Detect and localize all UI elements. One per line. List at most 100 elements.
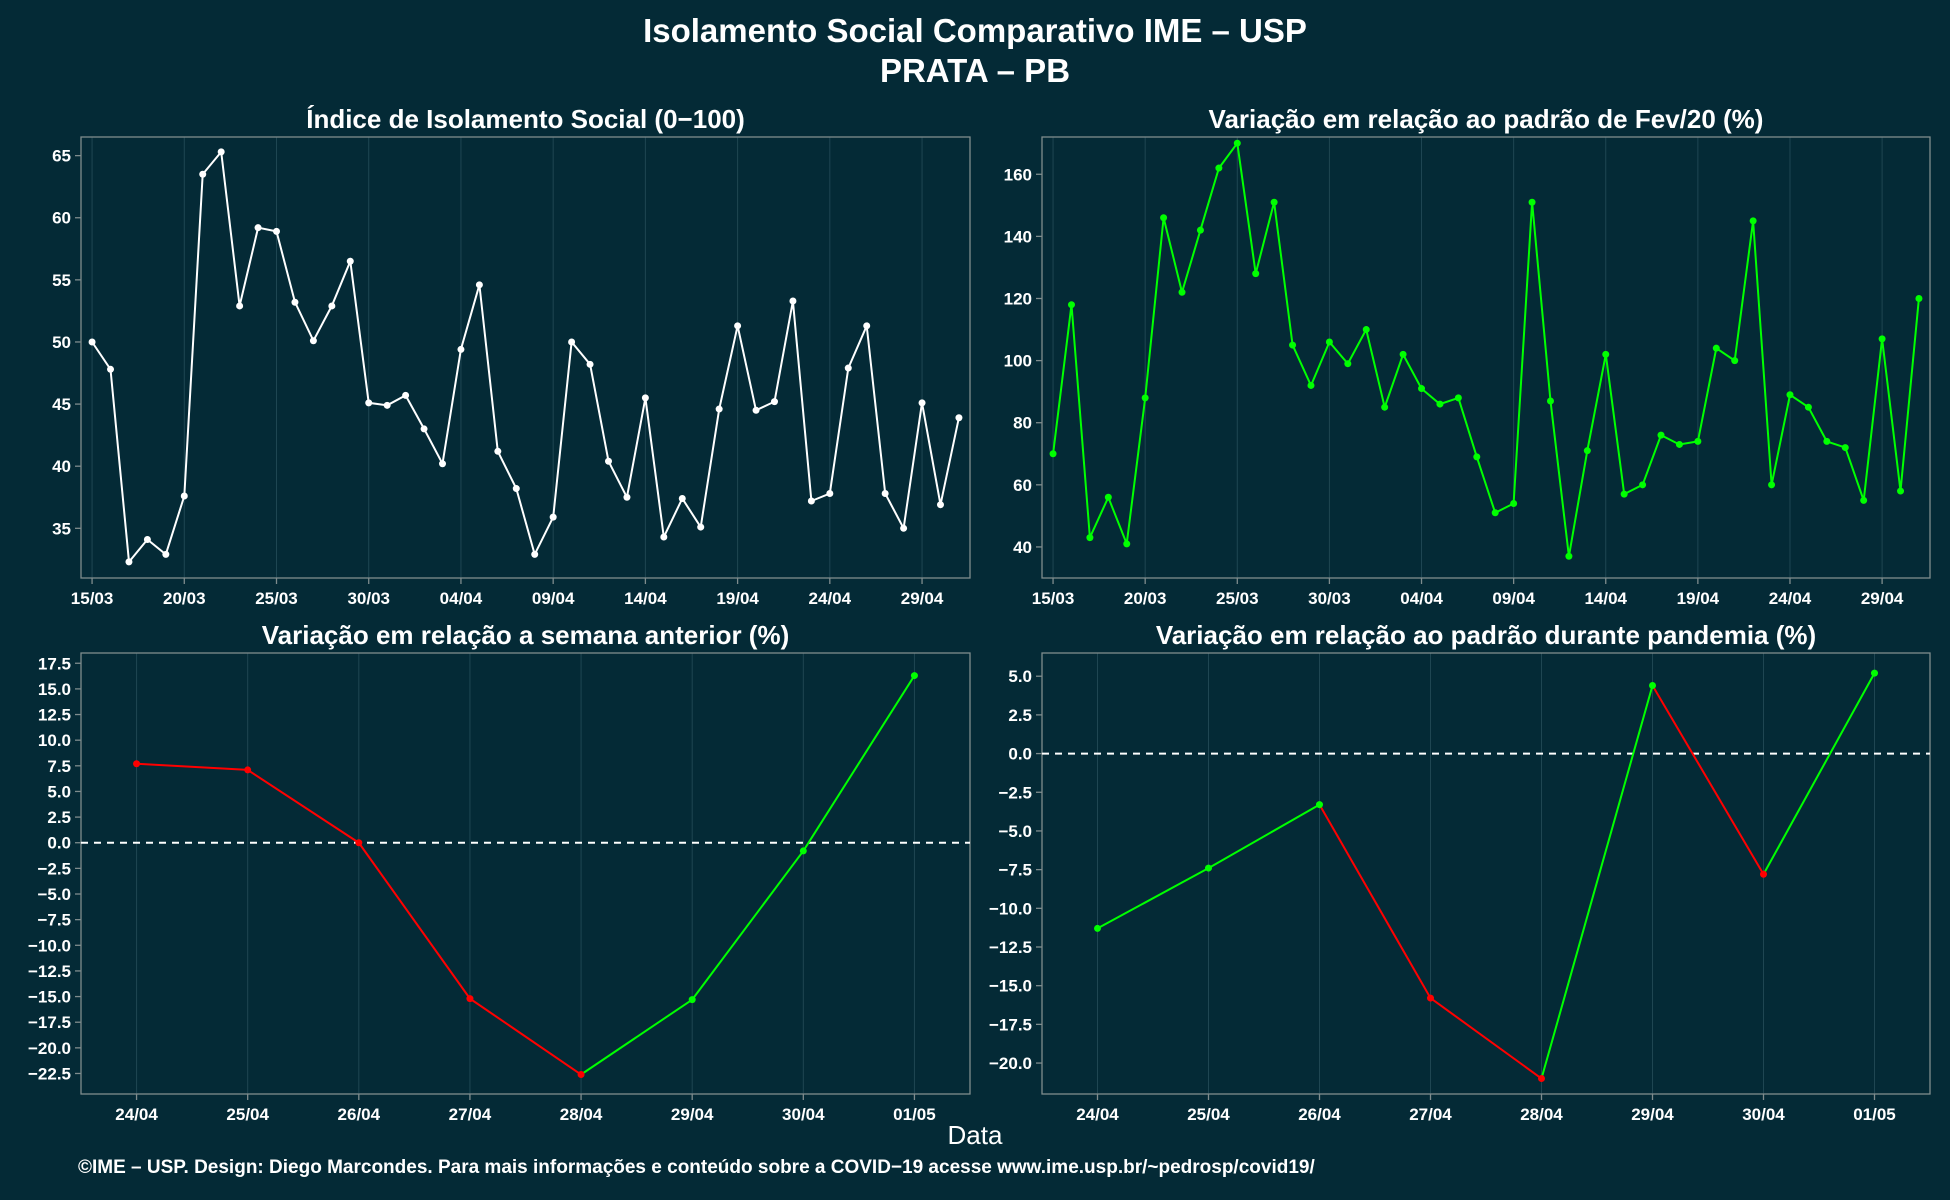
y-tick-label: −22.5 [28,1064,71,1083]
data-point [1178,288,1186,296]
y-tick-label: −20.0 [989,1054,1032,1073]
data-point [604,457,612,465]
data-point [900,524,908,532]
data-point [936,501,944,509]
data-point [1160,214,1168,222]
x-tick-label: 14/04 [1584,589,1627,608]
series-segment [357,842,471,1000]
chart-title: Variação em relação ao padrão durante pa… [1156,620,1816,650]
data-point [383,401,391,409]
x-tick-label: 24/04 [809,589,852,608]
x-tick-label: 25/03 [255,589,298,608]
y-tick-label: −10.0 [28,936,71,955]
data-point [1436,400,1444,408]
y-tick-label: 40 [52,457,71,476]
series-segment [1208,803,1320,869]
data-point [697,523,705,531]
series-segment [1651,684,1765,875]
y-tick-label: −5.0 [37,885,71,904]
data-point [199,170,207,178]
data-point [1768,481,1776,489]
data-point [133,760,141,768]
chart-semana: Variação em relação a semana anterior (%… [28,620,971,1124]
data-point [1528,198,1536,206]
chart-pandemia: Variação em relação ao padrão durante pa… [989,620,1931,1124]
x-tick-label: 01/05 [1853,1105,1896,1124]
data-point [1316,801,1323,809]
y-tick-label: 40 [1013,538,1032,557]
data-point [807,497,815,505]
data-point [143,535,151,543]
y-tick-label: 80 [1013,414,1032,433]
data-point [1307,381,1315,389]
data-point [273,227,281,235]
x-tick-label: 25/04 [1187,1105,1230,1124]
chart-isolamento: Índice de Isolamento Social (0−100) 35 40 4… [52,104,971,608]
y-tick-label: −20.0 [28,1039,71,1058]
data-point [291,298,299,306]
x-tick-label: 29/04 [1631,1105,1674,1124]
y-tick-label: 45 [52,395,71,414]
plot-frame [80,136,971,579]
chart-fev20: Variação em relação ao padrão de Fev/20 … [1004,104,1931,608]
data-point [1491,509,1499,517]
y-tick-label: −12.5 [989,938,1032,957]
data-point [1289,341,1297,349]
y-tick-label: −7.5 [998,861,1032,880]
y-tick-label: −10.0 [989,899,1032,918]
data-point [1252,270,1260,278]
y-tick-label: 2.5 [47,808,71,827]
data-point [844,364,852,372]
series-segment [1097,867,1209,930]
data-point [457,345,465,353]
data-point [863,322,871,330]
y-tick-label: 0.0 [47,834,71,853]
data-point [88,338,96,346]
series-line [1052,140,1920,557]
data-point [1731,357,1739,365]
data-point [1871,669,1878,677]
data-point [1602,350,1610,358]
data-point [420,425,428,433]
data-point [1233,139,1241,147]
data-point [466,995,474,1003]
y-tick-label: 17.5 [38,654,71,673]
data-point [568,338,576,346]
data-point [1510,499,1518,507]
series-segment [1318,804,1432,999]
x-tick-label: 14/04 [624,589,667,608]
y-tick-label: −2.5 [37,859,71,878]
y-tick-label: −5.0 [998,822,1032,841]
series-segment [1540,685,1654,1079]
x-tick-label: 25/03 [1216,589,1259,608]
x-tick-label: 28/04 [1520,1105,1563,1124]
data-point [1362,326,1370,334]
data-point [660,533,668,541]
series-segment [802,675,916,852]
y-tick-label: 140 [1004,227,1032,246]
data-point [577,1071,585,1079]
x-tick-label: 27/04 [449,1105,492,1124]
data-point [1123,540,1131,548]
data-point [475,281,483,289]
data-point [1639,481,1647,489]
x-tick-label: 30/04 [782,1105,825,1124]
y-tick-label: 12.5 [38,706,71,725]
y-tick-label: 7.5 [47,757,71,776]
data-point [244,766,252,774]
y-tick-label: 50 [52,333,71,352]
data-point [1565,552,1573,560]
data-point [881,490,889,498]
data-point [1141,394,1149,402]
data-point [1657,431,1665,439]
data-point [494,447,502,455]
x-tick-label: 24/04 [115,1105,158,1124]
data-point [1094,924,1101,932]
data-point [402,391,410,399]
x-tick-label: 09/04 [532,589,575,608]
data-point [1786,391,1794,399]
data-point [641,394,649,402]
data-point [1620,490,1628,498]
x-tick-label: 29/04 [1861,589,1904,608]
